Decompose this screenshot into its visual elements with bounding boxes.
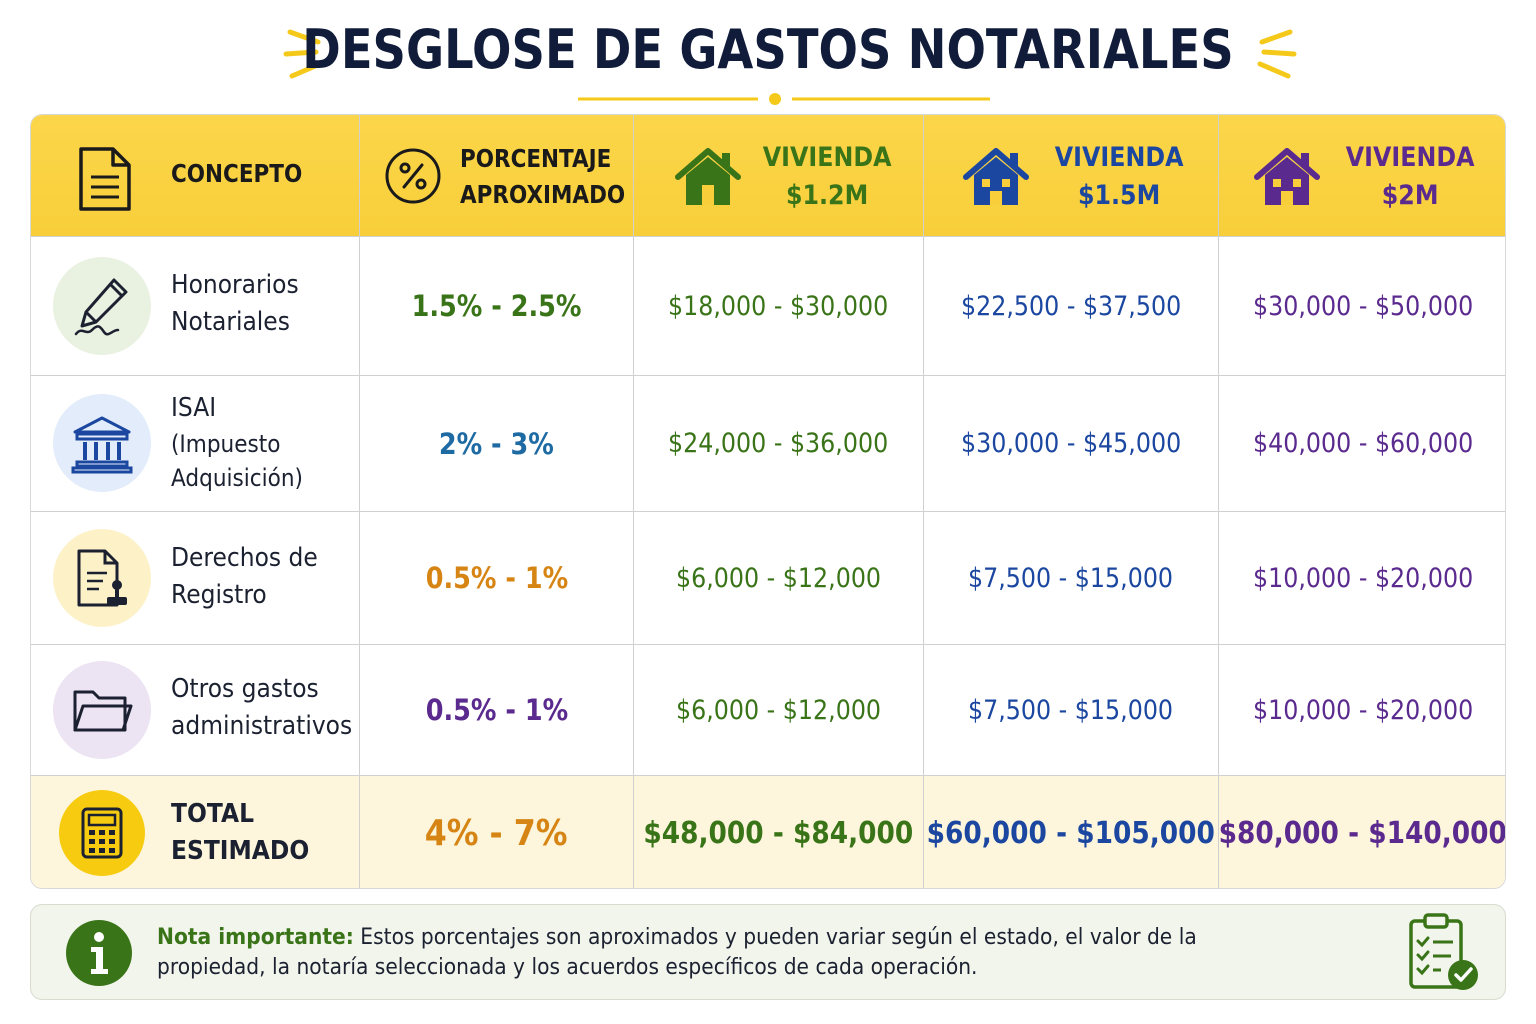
page-title: DESGLOSE DE GASTOS NOTARIALES bbox=[302, 18, 1234, 81]
document-icon bbox=[79, 147, 131, 211]
note-body: Estos porcentajes son aproximados y pued… bbox=[157, 925, 1197, 981]
value-cell-vivienda-3: $40,000 - $60,000 bbox=[1252, 428, 1474, 459]
folder-icon bbox=[53, 661, 151, 759]
value-cell-vivienda-2: $7,500 - $15,000 bbox=[924, 645, 1219, 775]
concept-cell: Derechos de Registro bbox=[31, 512, 360, 644]
important-note: Nota importante: Estos porcentajes son a… bbox=[30, 904, 1506, 1000]
total-value-vivienda-2: $60,000 - $105,000 bbox=[924, 776, 1219, 888]
table-row: ISAI (Impuesto Adquisición) 2% - 3% $24,… bbox=[31, 376, 1505, 512]
header-porcentaje-label: PORCENTAJE APROXIMADO bbox=[460, 144, 626, 210]
total-label: TOTAL ESTIMADO bbox=[171, 799, 310, 866]
percentage-cell: 1.5% - 2.5% bbox=[360, 237, 634, 375]
calculator-icon bbox=[59, 790, 145, 876]
house-purple-icon bbox=[1254, 148, 1320, 205]
title-underline bbox=[578, 93, 990, 105]
pen-signature-icon bbox=[53, 257, 151, 355]
percent-icon bbox=[385, 148, 441, 204]
value-cell-vivienda-3: $10,000 - $20,000 bbox=[1252, 562, 1474, 594]
note-label: Nota importante: bbox=[157, 925, 354, 950]
header-concepto-label: CONCEPTO bbox=[171, 159, 303, 188]
table-row: Derechos de Registro 0.5% - 1% $6,000 - … bbox=[31, 512, 1505, 645]
concept-label: Otros gastos administrativos bbox=[171, 674, 353, 741]
bank-building-icon bbox=[53, 394, 151, 492]
table-header-row: CONCEPTO PORCENTAJE APROXIMADO VIVI bbox=[31, 115, 1505, 237]
value-cell-vivienda-1: $24,000 - $36,000 bbox=[634, 376, 924, 511]
value-cell-vivienda-1: $6,000 - $12,000 bbox=[634, 512, 924, 644]
concept-label: Derechos de Registro bbox=[171, 543, 318, 610]
document-stamp-icon bbox=[53, 529, 151, 627]
value-cell-vivienda-2: $22,500 - $37,500 bbox=[924, 237, 1219, 375]
percentage-cell: 0.5% - 1% bbox=[360, 645, 634, 775]
sparkle-right-icon bbox=[1257, 29, 1297, 79]
sparkle-left-icon bbox=[283, 29, 323, 79]
value-cell-vivienda-2: $7,500 - $15,000 bbox=[924, 512, 1219, 644]
header-concepto: CONCEPTO bbox=[31, 115, 360, 236]
table-total-row: TOTAL ESTIMADO 4% - 7% $48,000 - $84,000… bbox=[31, 776, 1506, 888]
expenses-table: CONCEPTO PORCENTAJE APROXIMADO VIVI bbox=[30, 114, 1506, 889]
total-percentage-cell: 4% - 7% bbox=[360, 776, 634, 888]
concept-cell: Otros gastos administrativos bbox=[31, 645, 360, 775]
checklist-clipboard-icon bbox=[1409, 913, 1478, 990]
concept-label: ISAI (Impuesto Adquisición) bbox=[171, 393, 303, 492]
concept-cell: ISAI (Impuesto Adquisición) bbox=[31, 376, 360, 511]
value-cell-vivienda-2: $30,000 - $45,000 bbox=[924, 376, 1219, 511]
value-cell-vivienda-1: $18,000 - $30,000 bbox=[634, 237, 924, 375]
house-blue-icon bbox=[963, 148, 1029, 205]
concept-label: Honorarios Notariales bbox=[171, 270, 299, 337]
header-vivienda-1-label: VIVIENDA $1.2M bbox=[762, 142, 892, 212]
percentage-cell: 2% - 3% bbox=[360, 376, 634, 511]
value-cell-vivienda-1: $6,000 - $12,000 bbox=[634, 645, 924, 775]
value-cell-vivienda-3: $30,000 - $50,000 bbox=[1252, 290, 1474, 322]
note-text: Nota importante: Estos porcentajes son a… bbox=[157, 923, 1289, 984]
concept-cell: TOTAL ESTIMADO bbox=[31, 776, 360, 888]
total-value-vivienda-1: $48,000 - $84,000 bbox=[634, 776, 924, 888]
header-vivienda-3: VIVIENDA $2M bbox=[1219, 115, 1505, 236]
percentage-cell: 0.5% - 1% bbox=[360, 512, 634, 644]
info-icon bbox=[66, 920, 132, 986]
header-porcentaje: PORCENTAJE APROXIMADO bbox=[360, 115, 634, 236]
header-vivienda-2: VIVIENDA $1.5M bbox=[924, 115, 1219, 236]
table-row: Honorarios Notariales 1.5% - 2.5% $18,00… bbox=[31, 237, 1505, 376]
concept-cell: Honorarios Notariales bbox=[31, 237, 360, 375]
title-area: DESGLOSE DE GASTOS NOTARIALES bbox=[0, 12, 1536, 105]
value-cell-vivienda-3: $10,000 - $20,000 bbox=[1252, 694, 1474, 726]
house-green-icon bbox=[675, 148, 741, 205]
header-vivienda-1: VIVIENDA $1.2M bbox=[634, 115, 924, 236]
table-row: Otros gastos administrativos 0.5% - 1% $… bbox=[31, 645, 1505, 776]
header-vivienda-3-label: VIVIENDA $2M bbox=[1345, 142, 1475, 212]
total-value-vivienda-3: $80,000 - $140,000 bbox=[1218, 815, 1506, 851]
header-vivienda-2-label: VIVIENDA $1.5M bbox=[1054, 142, 1184, 212]
